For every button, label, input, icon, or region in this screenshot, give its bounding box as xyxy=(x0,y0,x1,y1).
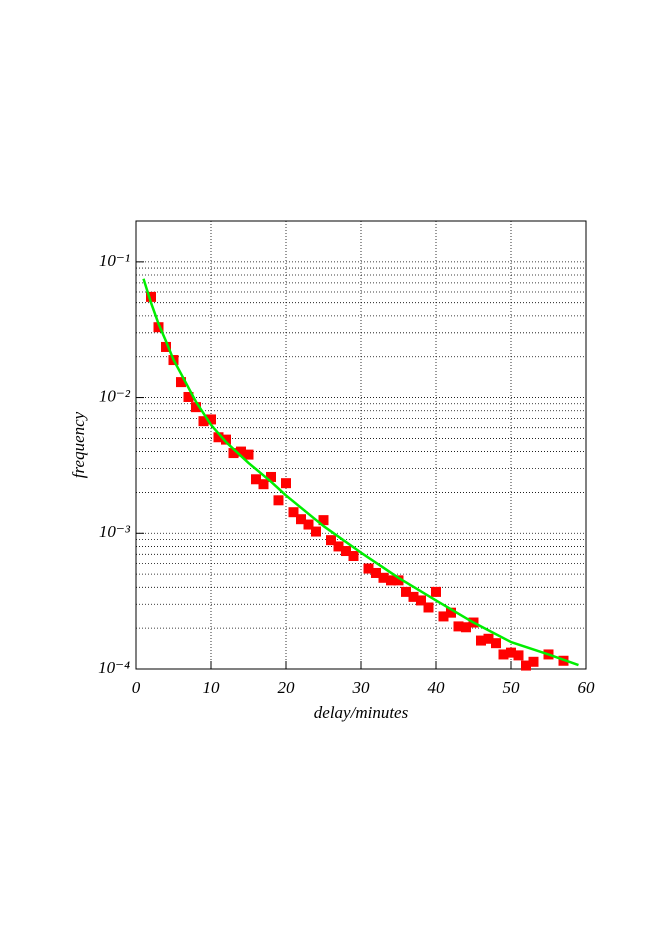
marker xyxy=(311,526,321,537)
marker xyxy=(453,621,464,632)
marker xyxy=(326,535,336,546)
marker xyxy=(416,595,426,606)
marker xyxy=(438,611,449,622)
marker xyxy=(296,514,306,525)
marker xyxy=(423,602,434,613)
marker xyxy=(303,519,314,530)
marker xyxy=(461,622,471,633)
marker xyxy=(228,448,239,459)
marker xyxy=(363,563,374,574)
marker xyxy=(251,474,261,485)
marker xyxy=(198,416,209,427)
marker xyxy=(176,377,186,388)
x-tick-label: 20 xyxy=(278,678,296,697)
marker xyxy=(476,635,486,646)
x-tick-label: 40 xyxy=(428,678,446,697)
marker xyxy=(266,471,276,482)
marker xyxy=(318,515,329,526)
marker xyxy=(401,586,411,597)
marker xyxy=(371,567,381,578)
marker xyxy=(378,572,389,583)
marker xyxy=(341,546,351,557)
marker xyxy=(191,402,201,413)
y-tick-label: 10⁻³ xyxy=(99,522,131,541)
marker xyxy=(386,575,396,586)
marker xyxy=(491,638,501,649)
marker xyxy=(161,341,171,352)
marker xyxy=(153,322,164,333)
marker xyxy=(506,647,516,658)
marker xyxy=(431,586,441,597)
marker xyxy=(281,478,291,489)
marker xyxy=(528,656,539,667)
x-tick-label: 60 xyxy=(578,678,596,697)
y-axis-label: frequency xyxy=(69,411,88,478)
y-tick-label: 10⁻⁴ xyxy=(98,658,130,677)
marker xyxy=(221,434,231,445)
marker xyxy=(333,541,344,552)
marker xyxy=(206,414,216,425)
marker xyxy=(498,649,509,660)
marker xyxy=(258,479,269,490)
y-tick-label: 10⁻¹ xyxy=(99,251,130,270)
x-tick-label: 50 xyxy=(503,678,521,697)
marker xyxy=(393,575,404,586)
fit-line xyxy=(142,278,579,667)
marker xyxy=(183,391,194,402)
marker xyxy=(273,495,284,506)
marker xyxy=(446,607,456,618)
marker xyxy=(146,291,156,302)
plot-frame xyxy=(135,220,587,670)
marker xyxy=(288,507,299,518)
marker xyxy=(348,551,359,562)
marker xyxy=(236,446,246,457)
marker xyxy=(521,660,531,671)
marker xyxy=(513,650,524,661)
marker xyxy=(408,591,419,602)
x-tick-label: 30 xyxy=(352,678,371,697)
x-tick-label: 10 xyxy=(203,678,221,697)
x-tick-label: 0 xyxy=(132,678,141,697)
x-axis-label: delay/minutes xyxy=(314,703,409,722)
marker xyxy=(483,633,494,644)
marker xyxy=(213,432,224,443)
marker xyxy=(243,449,254,460)
y-tick-label: 10⁻² xyxy=(99,386,131,405)
